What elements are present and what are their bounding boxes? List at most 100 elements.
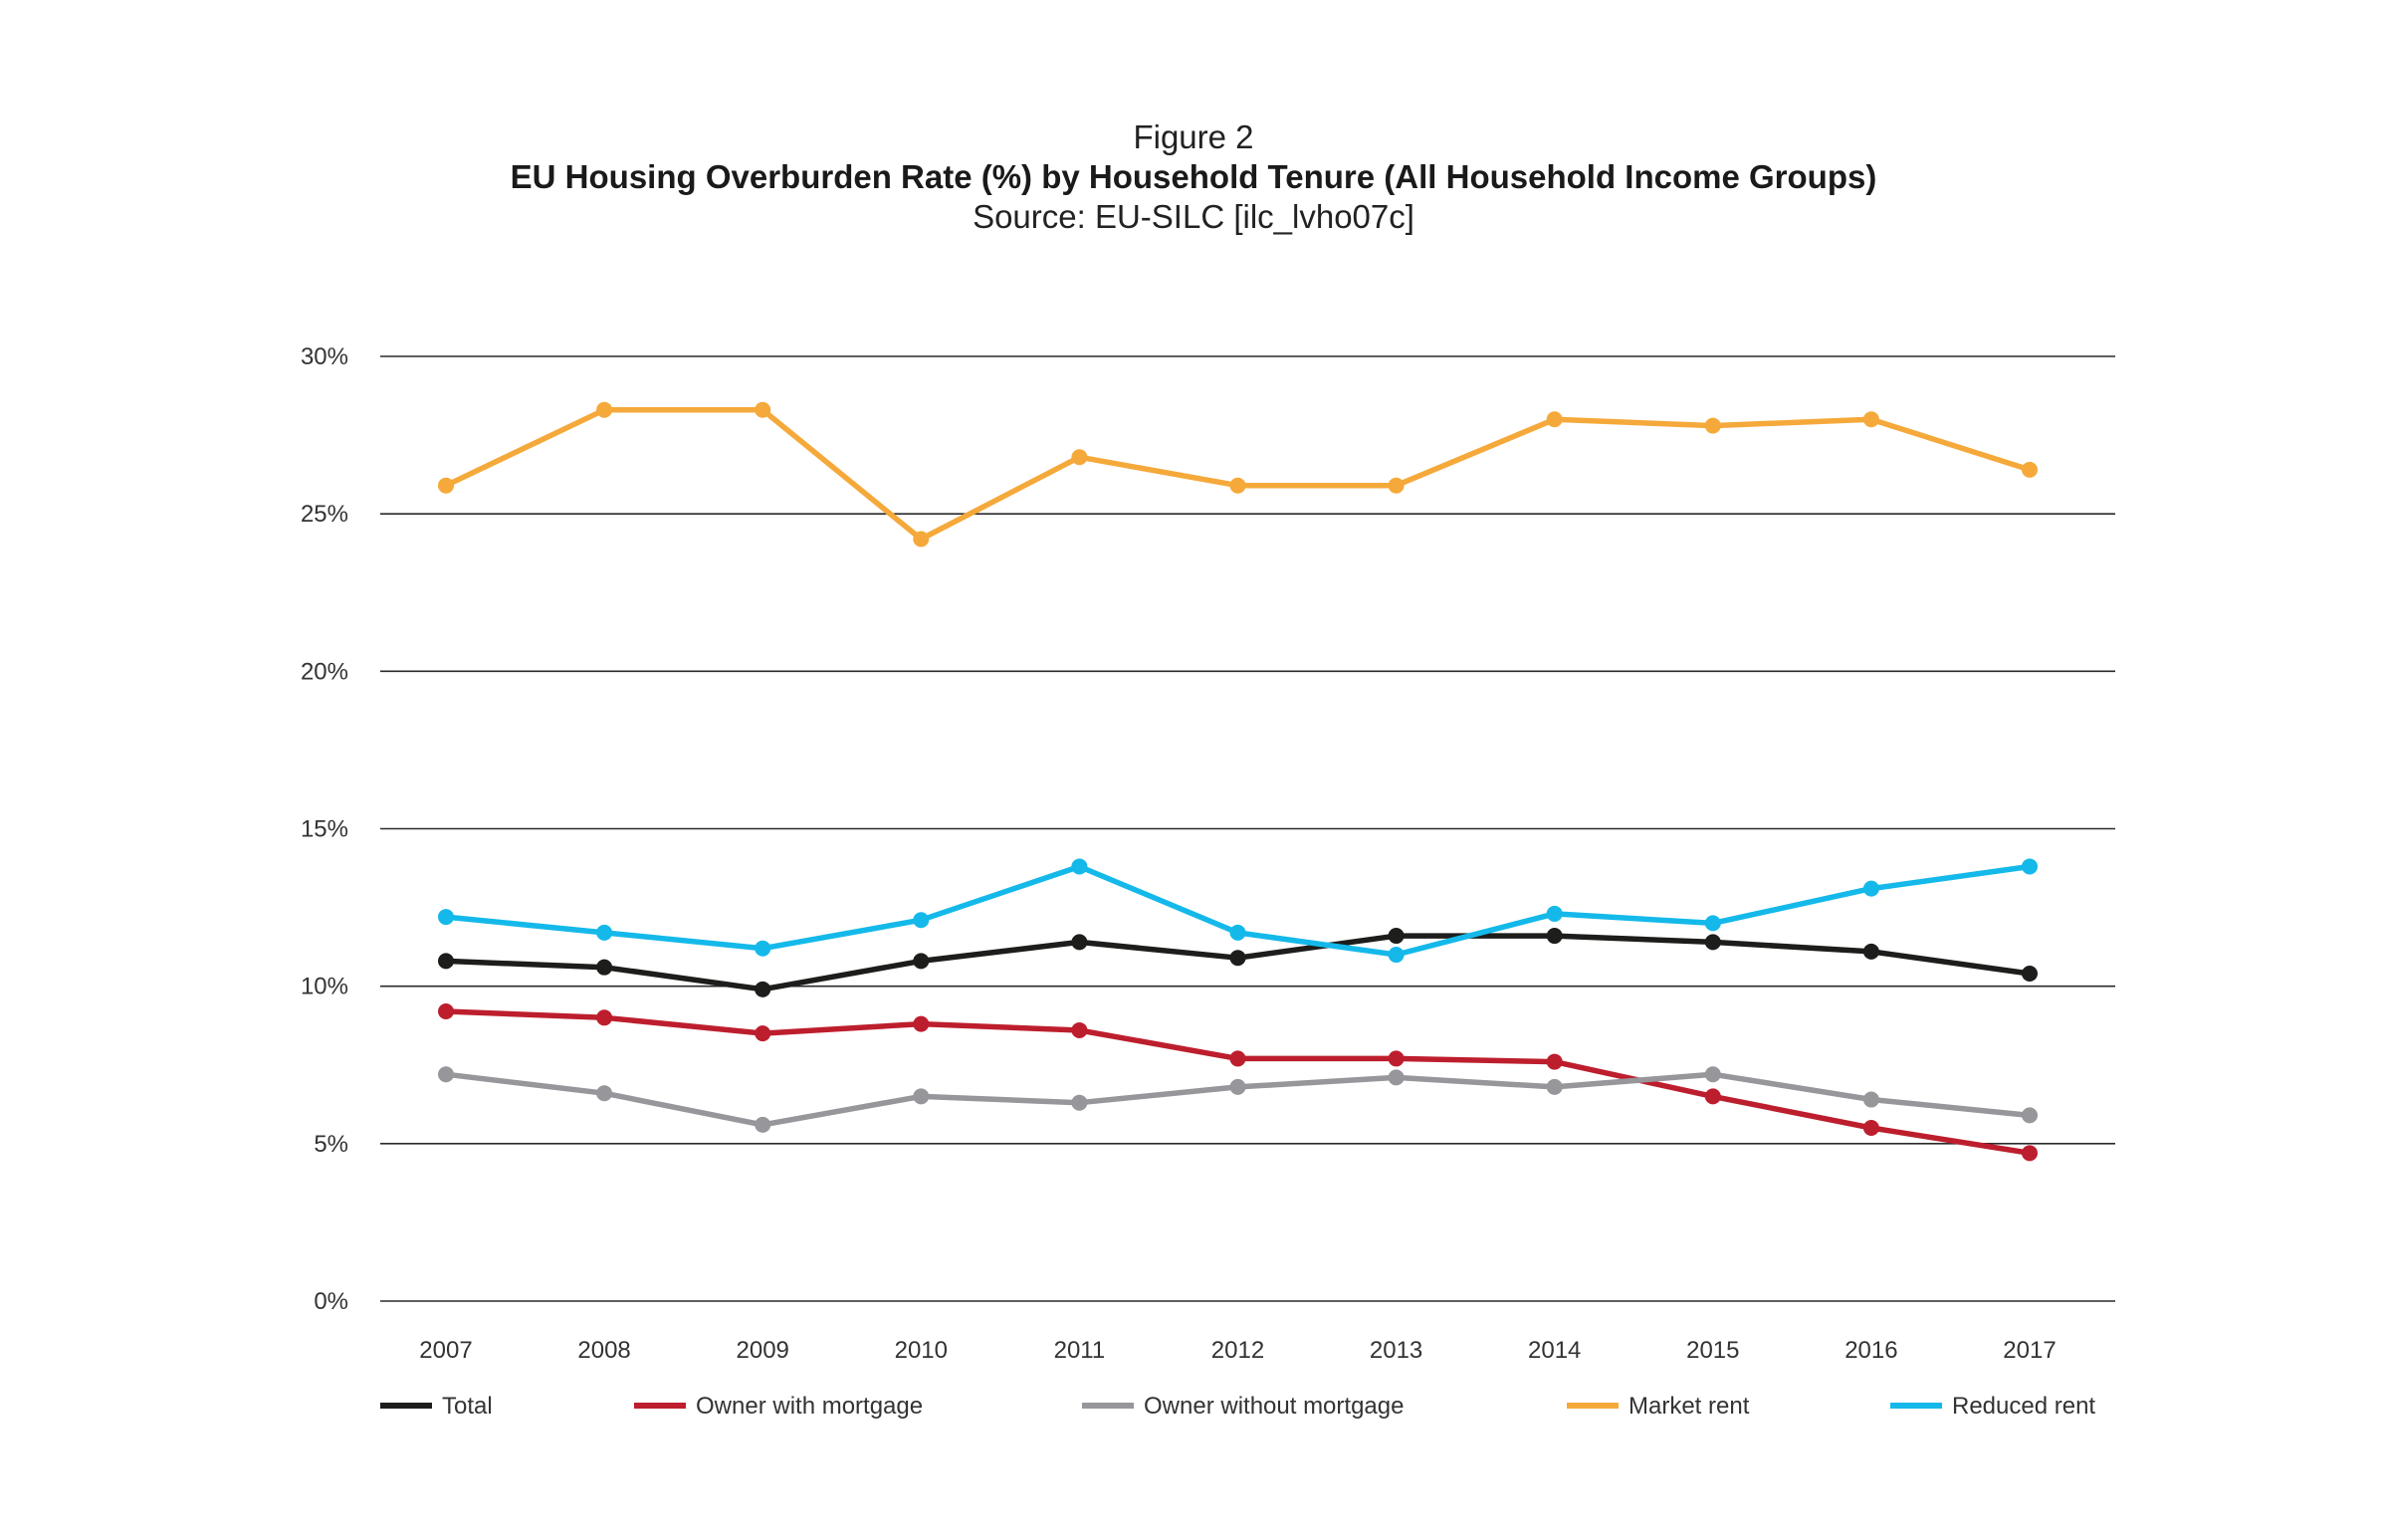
data-point-owner-without-mortgage	[1071, 1094, 1088, 1111]
series-line-market-rent	[443, 407, 2033, 543]
data-point-reduced-rent	[1229, 924, 1246, 941]
x-tick-label: 2007	[419, 1337, 472, 1364]
y-tick-label: 10%	[301, 974, 348, 1000]
data-point-reduced-rent	[755, 940, 771, 957]
data-point-owner-without-mortgage	[913, 1088, 930, 1105]
data-point-reduced-rent	[913, 912, 930, 929]
legend-item-owner-without-mortgage: Owner without mortgage	[1082, 1393, 1404, 1420]
data-point-reduced-rent	[1862, 880, 1879, 897]
data-point-market-rent	[913, 531, 930, 548]
series-line-reduced-rent	[443, 863, 2033, 958]
x-tick-label: 2008	[577, 1337, 630, 1364]
data-point-market-rent	[1704, 417, 1721, 434]
legend-item-owner-with-mortgage: Owner with mortgage	[634, 1393, 923, 1420]
x-tick-label: 2012	[1211, 1337, 1264, 1364]
legend-label: Market rent	[1628, 1393, 1750, 1420]
series-owner-without-mortgage	[438, 1066, 2038, 1133]
data-point-reduced-rent	[1546, 905, 1563, 922]
legend-label: Total	[442, 1393, 493, 1420]
data-point-market-rent	[1229, 477, 1246, 494]
series-reduced-rent	[438, 858, 2038, 964]
data-point-owner-with-mortgage	[1388, 1050, 1405, 1067]
data-point-total	[1229, 950, 1246, 967]
series-owner-with-mortgage	[438, 1002, 2038, 1162]
data-point-reduced-rent	[596, 924, 613, 941]
legend-label: Owner without mortgage	[1144, 1393, 1404, 1420]
gridlines	[380, 355, 2115, 1302]
legend-item-market-rent: Market rent	[1567, 1393, 1750, 1420]
data-point-total	[2022, 966, 2038, 983]
data-point-owner-without-mortgage	[1229, 1078, 1246, 1095]
x-tick-label: 2016	[1844, 1337, 1897, 1364]
series-market-rent	[438, 401, 2038, 548]
legend: Total Owner with mortgage Owner without mo…	[380, 1393, 2095, 1420]
x-tick-label: 2017	[2003, 1337, 2056, 1364]
data-point-market-rent	[1862, 411, 1879, 428]
data-point-total	[596, 959, 613, 976]
legend-item-reduced-rent: Reduced rent	[1890, 1393, 2095, 1420]
data-point-reduced-rent	[1071, 858, 1088, 875]
data-point-market-rent	[1388, 477, 1405, 494]
data-point-total	[1388, 928, 1405, 945]
x-tick-label: 2011	[1054, 1337, 1106, 1364]
data-point-total	[1704, 934, 1721, 951]
data-point-market-rent	[1071, 449, 1088, 466]
data-point-total	[438, 953, 454, 970]
y-tick-label: 25%	[301, 501, 348, 528]
y-tick-label: 5%	[314, 1131, 348, 1158]
data-point-market-rent	[596, 401, 613, 418]
chart-titles: Figure 2 EU Housing Overburden Rate (%) …	[0, 117, 2387, 237]
y-tick-label: 30%	[301, 343, 348, 370]
data-point-owner-without-mortgage	[596, 1085, 613, 1102]
data-point-total	[755, 981, 771, 997]
data-point-owner-without-mortgage	[755, 1116, 771, 1133]
data-point-owner-with-mortgage	[1546, 1053, 1563, 1070]
x-tick-label: 2010	[895, 1337, 948, 1364]
legend-label: Owner with mortgage	[696, 1393, 923, 1420]
y-axis-tick-labels: 0% 5% 10% 15% 20% 25% 30%	[301, 343, 348, 1315]
data-point-total	[1546, 928, 1563, 945]
y-tick-label: 20%	[301, 658, 348, 685]
data-point-reduced-rent	[1704, 915, 1721, 932]
y-tick-label: 0%	[314, 1288, 348, 1315]
data-point-owner-with-mortgage	[2022, 1145, 2038, 1162]
chart-title: EU Housing Overburden Rate (%) by Househ…	[510, 158, 1877, 195]
data-point-market-rent	[1546, 411, 1563, 428]
x-tick-label: 2014	[1528, 1337, 1581, 1364]
data-point-owner-without-mortgage	[1862, 1091, 1879, 1108]
data-point-owner-with-mortgage	[1862, 1120, 1879, 1137]
data-point-owner-without-mortgage	[1546, 1078, 1563, 1095]
y-tick-label: 15%	[301, 816, 348, 843]
data-point-owner-without-mortgage	[1704, 1066, 1721, 1083]
data-point-owner-with-mortgage	[913, 1015, 930, 1032]
data-point-market-rent	[2022, 461, 2038, 478]
data-point-owner-with-mortgage	[755, 1025, 771, 1042]
data-point-reduced-rent	[438, 909, 454, 926]
series-total	[438, 928, 2038, 997]
data-point-owner-with-mortgage	[438, 1002, 454, 1019]
data-point-owner-without-mortgage	[1388, 1069, 1405, 1086]
data-point-owner-with-mortgage	[596, 1009, 613, 1026]
data-point-owner-with-mortgage	[1071, 1021, 1088, 1038]
figure-label: Figure 2	[1133, 118, 1254, 155]
data-point-market-rent	[755, 401, 771, 418]
data-point-reduced-rent	[2022, 858, 2038, 875]
data-point-market-rent	[438, 477, 454, 494]
data-point-total	[1862, 943, 1879, 960]
series-layer	[438, 401, 2038, 1162]
x-tick-label: 2015	[1686, 1337, 1739, 1364]
data-point-total	[1071, 934, 1088, 951]
legend-item-total: Total	[380, 1393, 493, 1420]
legend-label: Reduced rent	[1952, 1393, 2095, 1420]
chart-source: Source: EU-SILC [ilc_lvho07c]	[973, 198, 1414, 235]
data-point-reduced-rent	[1388, 947, 1405, 964]
x-tick-label: 2013	[1370, 1337, 1422, 1364]
data-point-owner-with-mortgage	[1704, 1088, 1721, 1105]
x-tick-label: 2009	[737, 1337, 789, 1364]
data-point-owner-with-mortgage	[1229, 1050, 1246, 1067]
data-point-total	[913, 953, 930, 970]
data-point-owner-without-mortgage	[438, 1066, 454, 1083]
x-axis-tick-labels: 2007 2008 2009 2010 2011 2012 2013 2014 2015 2016…	[419, 1337, 2056, 1364]
data-point-owner-without-mortgage	[2022, 1107, 2038, 1124]
